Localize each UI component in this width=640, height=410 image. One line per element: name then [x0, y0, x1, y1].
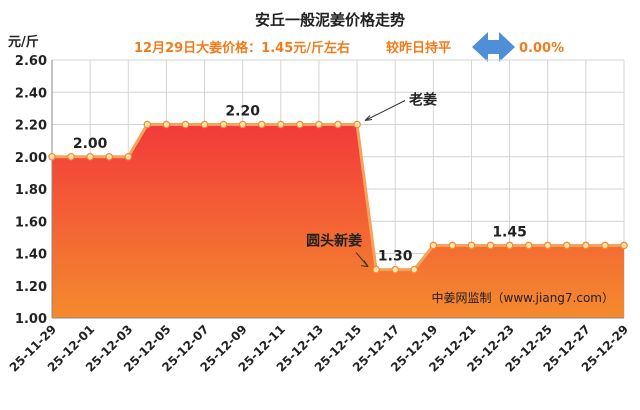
data-point [219, 120, 228, 129]
y-axis-label: 元/斤 [8, 34, 39, 50]
annotation-arrowhead [364, 115, 373, 121]
data-point [391, 265, 400, 274]
change-label: 较昨日持平 [386, 40, 451, 56]
double-arrow-shape [472, 32, 515, 62]
data-point [429, 241, 438, 250]
data-point [238, 120, 247, 129]
double-arrow-icon [472, 32, 515, 62]
y-tick-label: 1.20 [15, 280, 47, 295]
data-point [334, 120, 342, 129]
data-point [200, 120, 209, 129]
y-tick-label: 2.20 [15, 119, 47, 134]
annotation-pointer [364, 100, 406, 121]
data-point [524, 241, 533, 250]
y-tick-label: 1.40 [15, 248, 47, 263]
data-point [486, 241, 495, 250]
data-point [257, 120, 266, 129]
data-point [48, 152, 56, 161]
data-point [582, 241, 590, 250]
data-point [601, 241, 609, 250]
data-point [276, 120, 285, 129]
data-label: 1.45 [492, 224, 527, 240]
data-point [181, 120, 190, 129]
data-point [562, 241, 571, 250]
data-label: 2.00 [73, 136, 108, 152]
data-label: 1.30 [378, 249, 413, 265]
y-tick-label: 2.60 [15, 54, 47, 69]
data-point [410, 265, 419, 274]
price-area [52, 124, 624, 318]
data-point [143, 120, 152, 129]
data-point [467, 241, 476, 250]
data-point [620, 241, 628, 250]
data-point [353, 120, 361, 129]
change-value: 0.00% [519, 41, 564, 56]
annotation-old-ginger: 老姜 [409, 92, 437, 109]
data-point [505, 241, 514, 250]
source-credit: 中姜网监制（www.jiang7.com） [432, 290, 614, 305]
annotation-new-ginger: 圆头新姜 [306, 233, 362, 250]
data-point [124, 152, 133, 161]
y-tick-label: 2.40 [15, 86, 47, 101]
data-point [372, 265, 380, 274]
y-tick-label: 1.00 [15, 312, 47, 327]
chart-subtitle: 12月29日大姜价格：1.45元/斤左右 [134, 40, 350, 56]
data-point [448, 241, 457, 250]
annotation-arrowhead [361, 260, 369, 268]
data-point [105, 152, 114, 161]
data-point [296, 120, 304, 129]
y-tick-label: 1.60 [15, 215, 47, 230]
data-point [67, 152, 75, 161]
data-point [543, 241, 552, 250]
y-tick-label: 2.00 [15, 151, 47, 166]
data-point [162, 120, 171, 129]
data-point [315, 120, 323, 129]
y-tick-label: 1.80 [15, 183, 47, 198]
data-point [86, 152, 94, 161]
data-label: 2.20 [225, 104, 260, 120]
chart-title: 安丘一般泥姜价格走势 [255, 11, 405, 29]
